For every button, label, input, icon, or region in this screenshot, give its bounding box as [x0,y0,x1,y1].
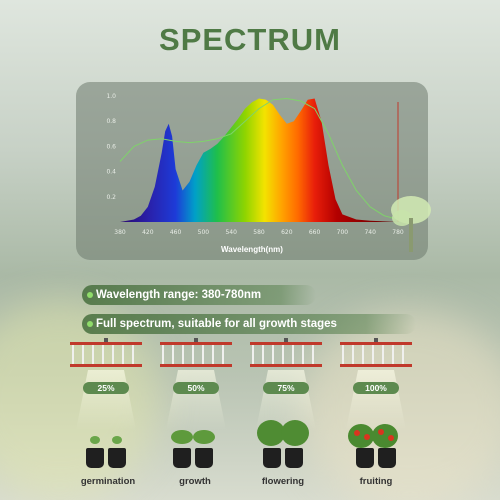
grow-light-icon [70,338,142,370]
y-tick-label: 0.4 [106,169,116,176]
x-tick-label: 500 [198,229,210,236]
spectrum-chart: 0.2 0.4 0.6 0.8 1.0 380 420 460 500 540 580 620 660… [106,93,404,254]
flowering-plant-pots-icon [255,420,315,468]
x-tick-label: 540 [225,229,237,236]
y-tick-label: 0.2 [106,194,116,201]
grow-light-icon [160,338,232,370]
x-axis-label: Wavelength(nm) [221,245,283,254]
seedling-pots-icon [78,420,138,468]
x-tick-label: 380 [114,229,126,236]
dimming-level-badge: 25% [83,382,129,394]
feature-pill: Full spectrum, suitable for all growth s… [82,314,416,334]
dimming-level-badge: 75% [263,382,309,394]
x-tick-label: 740 [364,229,376,236]
y-tick-label: 1.0 [106,93,116,100]
x-tick-label: 620 [281,229,293,236]
x-tick-label: 700 [337,229,349,236]
feature-text: Full spectrum, suitable for all growth s… [96,318,337,330]
light-beam [166,370,226,430]
x-tick-label: 420 [142,229,154,236]
x-tick-label: 780 [392,229,404,236]
stage-label-germination: germination [80,476,136,487]
page-title: SPECTRUM [159,22,341,57]
grow-light-icon [250,338,322,370]
spectrum-chart-panel: 0.2 0.4 0.6 0.8 1.0 380 420 460 500 540 580 620 660… [76,82,431,260]
stage-label-growth: growth [179,476,211,487]
bullet-dot-icon [87,321,93,327]
fruiting-plant-pots-icon [346,420,406,468]
x-tick-label: 660 [309,229,321,236]
light-beam [346,370,406,430]
x-tick-label: 460 [170,229,182,236]
grow-light-icon [340,338,412,370]
spectrum-area [120,98,398,222]
young-plant-pots-icon [165,420,225,468]
feature-pill: Wavelength range: 380-780nm [82,285,316,305]
stage-label-fruiting: fruiting [359,476,393,487]
y-tick-label: 0.6 [106,143,116,150]
dimming-level-badge: 50% [173,382,219,394]
stage-label-flowering: flowering [261,476,305,487]
tree-icon [391,196,431,252]
feature-text: Wavelength range: 380-780nm [96,289,262,301]
y-tick-label: 0.8 [106,118,116,125]
light-beam [76,370,136,430]
reference-curve [119,97,399,220]
bullet-dot-icon [87,292,93,298]
x-tick-label: 580 [253,229,265,236]
dimming-level-badge: 100% [353,382,399,394]
